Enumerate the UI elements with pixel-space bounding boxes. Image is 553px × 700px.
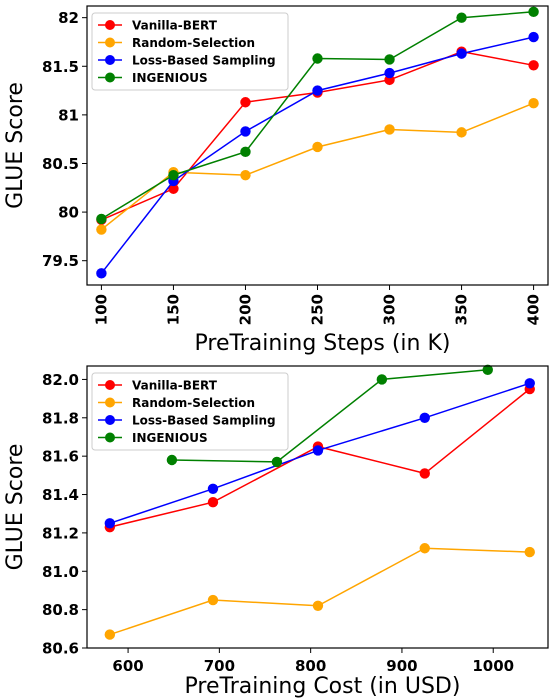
y-tick-label: 80.5 bbox=[42, 155, 79, 173]
x-tick-label: 100 bbox=[92, 294, 110, 325]
series-line-1 bbox=[100, 102, 534, 231]
data-point bbox=[104, 518, 116, 529]
x-tick-label: 1000 bbox=[472, 657, 514, 675]
y-axis-title: GLUE Score bbox=[3, 82, 28, 209]
y-tick-label: 79.5 bbox=[42, 252, 79, 270]
legend-label: INGENIOUS bbox=[132, 71, 208, 85]
y-tick-label: 82 bbox=[58, 9, 79, 27]
data-point bbox=[207, 594, 219, 606]
data-point bbox=[528, 31, 539, 43]
data-point bbox=[456, 12, 467, 23]
series-line-3 bbox=[171, 369, 488, 463]
x-tick-label: 350 bbox=[453, 294, 471, 325]
data-point bbox=[240, 126, 251, 137]
y-tick-label: 80 bbox=[58, 204, 79, 222]
data-point bbox=[168, 183, 179, 194]
y-tick-label: 81.0 bbox=[42, 563, 79, 581]
data-point bbox=[104, 629, 116, 640]
data-point bbox=[312, 141, 323, 153]
legend-box bbox=[91, 372, 289, 451]
y-tick-label: 81.5 bbox=[42, 58, 79, 76]
data-point bbox=[312, 445, 324, 456]
y-tick-label: 81 bbox=[58, 106, 79, 124]
legend-label: Vanilla-BERT bbox=[132, 19, 218, 33]
x-tick-label: 400 bbox=[525, 294, 543, 325]
data-point bbox=[384, 54, 395, 65]
x-tick-label: 150 bbox=[164, 294, 182, 325]
data-point bbox=[524, 378, 535, 389]
data-point bbox=[524, 546, 535, 558]
legend-marker bbox=[105, 72, 115, 83]
y-tick-label: 80.6 bbox=[42, 640, 79, 658]
data-point bbox=[456, 48, 467, 59]
legend-marker bbox=[105, 397, 115, 408]
data-point bbox=[168, 169, 179, 181]
data-point bbox=[384, 67, 395, 79]
data-point bbox=[376, 374, 388, 385]
data-point bbox=[96, 213, 107, 225]
data-point bbox=[312, 53, 323, 64]
chart-steps: 100 150 200 250 300 350 400 79.5 80 80.5 81 81.5 82 P… bbox=[3, 5, 549, 356]
data-point bbox=[419, 468, 430, 479]
legend-label: Loss-Based Sampling bbox=[132, 54, 276, 68]
data-point bbox=[456, 127, 467, 138]
data-point bbox=[96, 268, 107, 279]
x-tick-label: 600 bbox=[112, 657, 143, 675]
data-point bbox=[271, 456, 283, 468]
legend-label: Random-Selection bbox=[132, 36, 255, 50]
data-point bbox=[528, 60, 539, 71]
x-tick-label: 900 bbox=[386, 657, 417, 675]
data-point bbox=[240, 146, 251, 158]
legend-marker bbox=[105, 380, 115, 390]
data-point bbox=[384, 124, 395, 135]
legend-marker bbox=[105, 20, 115, 30]
legend-label: Random-Selection bbox=[132, 396, 255, 410]
data-point bbox=[482, 364, 493, 376]
data-point bbox=[240, 169, 251, 181]
data-point bbox=[207, 483, 219, 494]
legend-marker bbox=[105, 37, 115, 48]
data-point bbox=[96, 224, 107, 235]
y-tick-label: 81.4 bbox=[42, 486, 79, 504]
x-axis-title: PreTraining Steps (in K) bbox=[195, 331, 451, 356]
y-tick-label: 81.2 bbox=[42, 524, 79, 542]
x-axis-title: PreTraining Cost (in USD) bbox=[185, 674, 461, 699]
x-tick-label: 300 bbox=[381, 294, 399, 325]
data-point bbox=[312, 600, 324, 611]
data-point bbox=[528, 98, 539, 109]
y-tick-label: 81.6 bbox=[42, 448, 79, 466]
legend-label: Vanilla-BERT bbox=[132, 379, 218, 393]
data-point bbox=[240, 97, 251, 108]
y-axis-title: GLUE Score bbox=[3, 444, 28, 571]
y-tick-label: 80.8 bbox=[42, 601, 79, 619]
series-line-1 bbox=[109, 547, 530, 636]
legend-label: Loss-Based Sampling bbox=[132, 414, 276, 428]
chart-cost: 600 700 800 900 1000 80.6 80.8 81.0 81.2 81.4 81.6… bbox=[3, 364, 549, 699]
data-point bbox=[207, 497, 219, 508]
data-point bbox=[166, 454, 178, 466]
legend-box bbox=[91, 12, 289, 91]
x-tick-label: 250 bbox=[309, 294, 327, 325]
legend-marker bbox=[105, 432, 115, 443]
legend-marker bbox=[105, 55, 115, 65]
data-point bbox=[312, 85, 323, 96]
legend-label: INGENIOUS bbox=[132, 431, 208, 445]
x-tick-label: 700 bbox=[204, 657, 235, 675]
data-point bbox=[528, 6, 539, 18]
x-tick-label: 800 bbox=[295, 657, 326, 675]
y-tick-label: 81.8 bbox=[42, 409, 79, 427]
legend-marker bbox=[105, 415, 115, 425]
data-point bbox=[419, 543, 430, 554]
y-tick-label: 82.0 bbox=[42, 371, 79, 389]
data-point bbox=[419, 412, 430, 423]
x-tick-label: 200 bbox=[236, 294, 254, 325]
plot-frame bbox=[86, 365, 549, 649]
